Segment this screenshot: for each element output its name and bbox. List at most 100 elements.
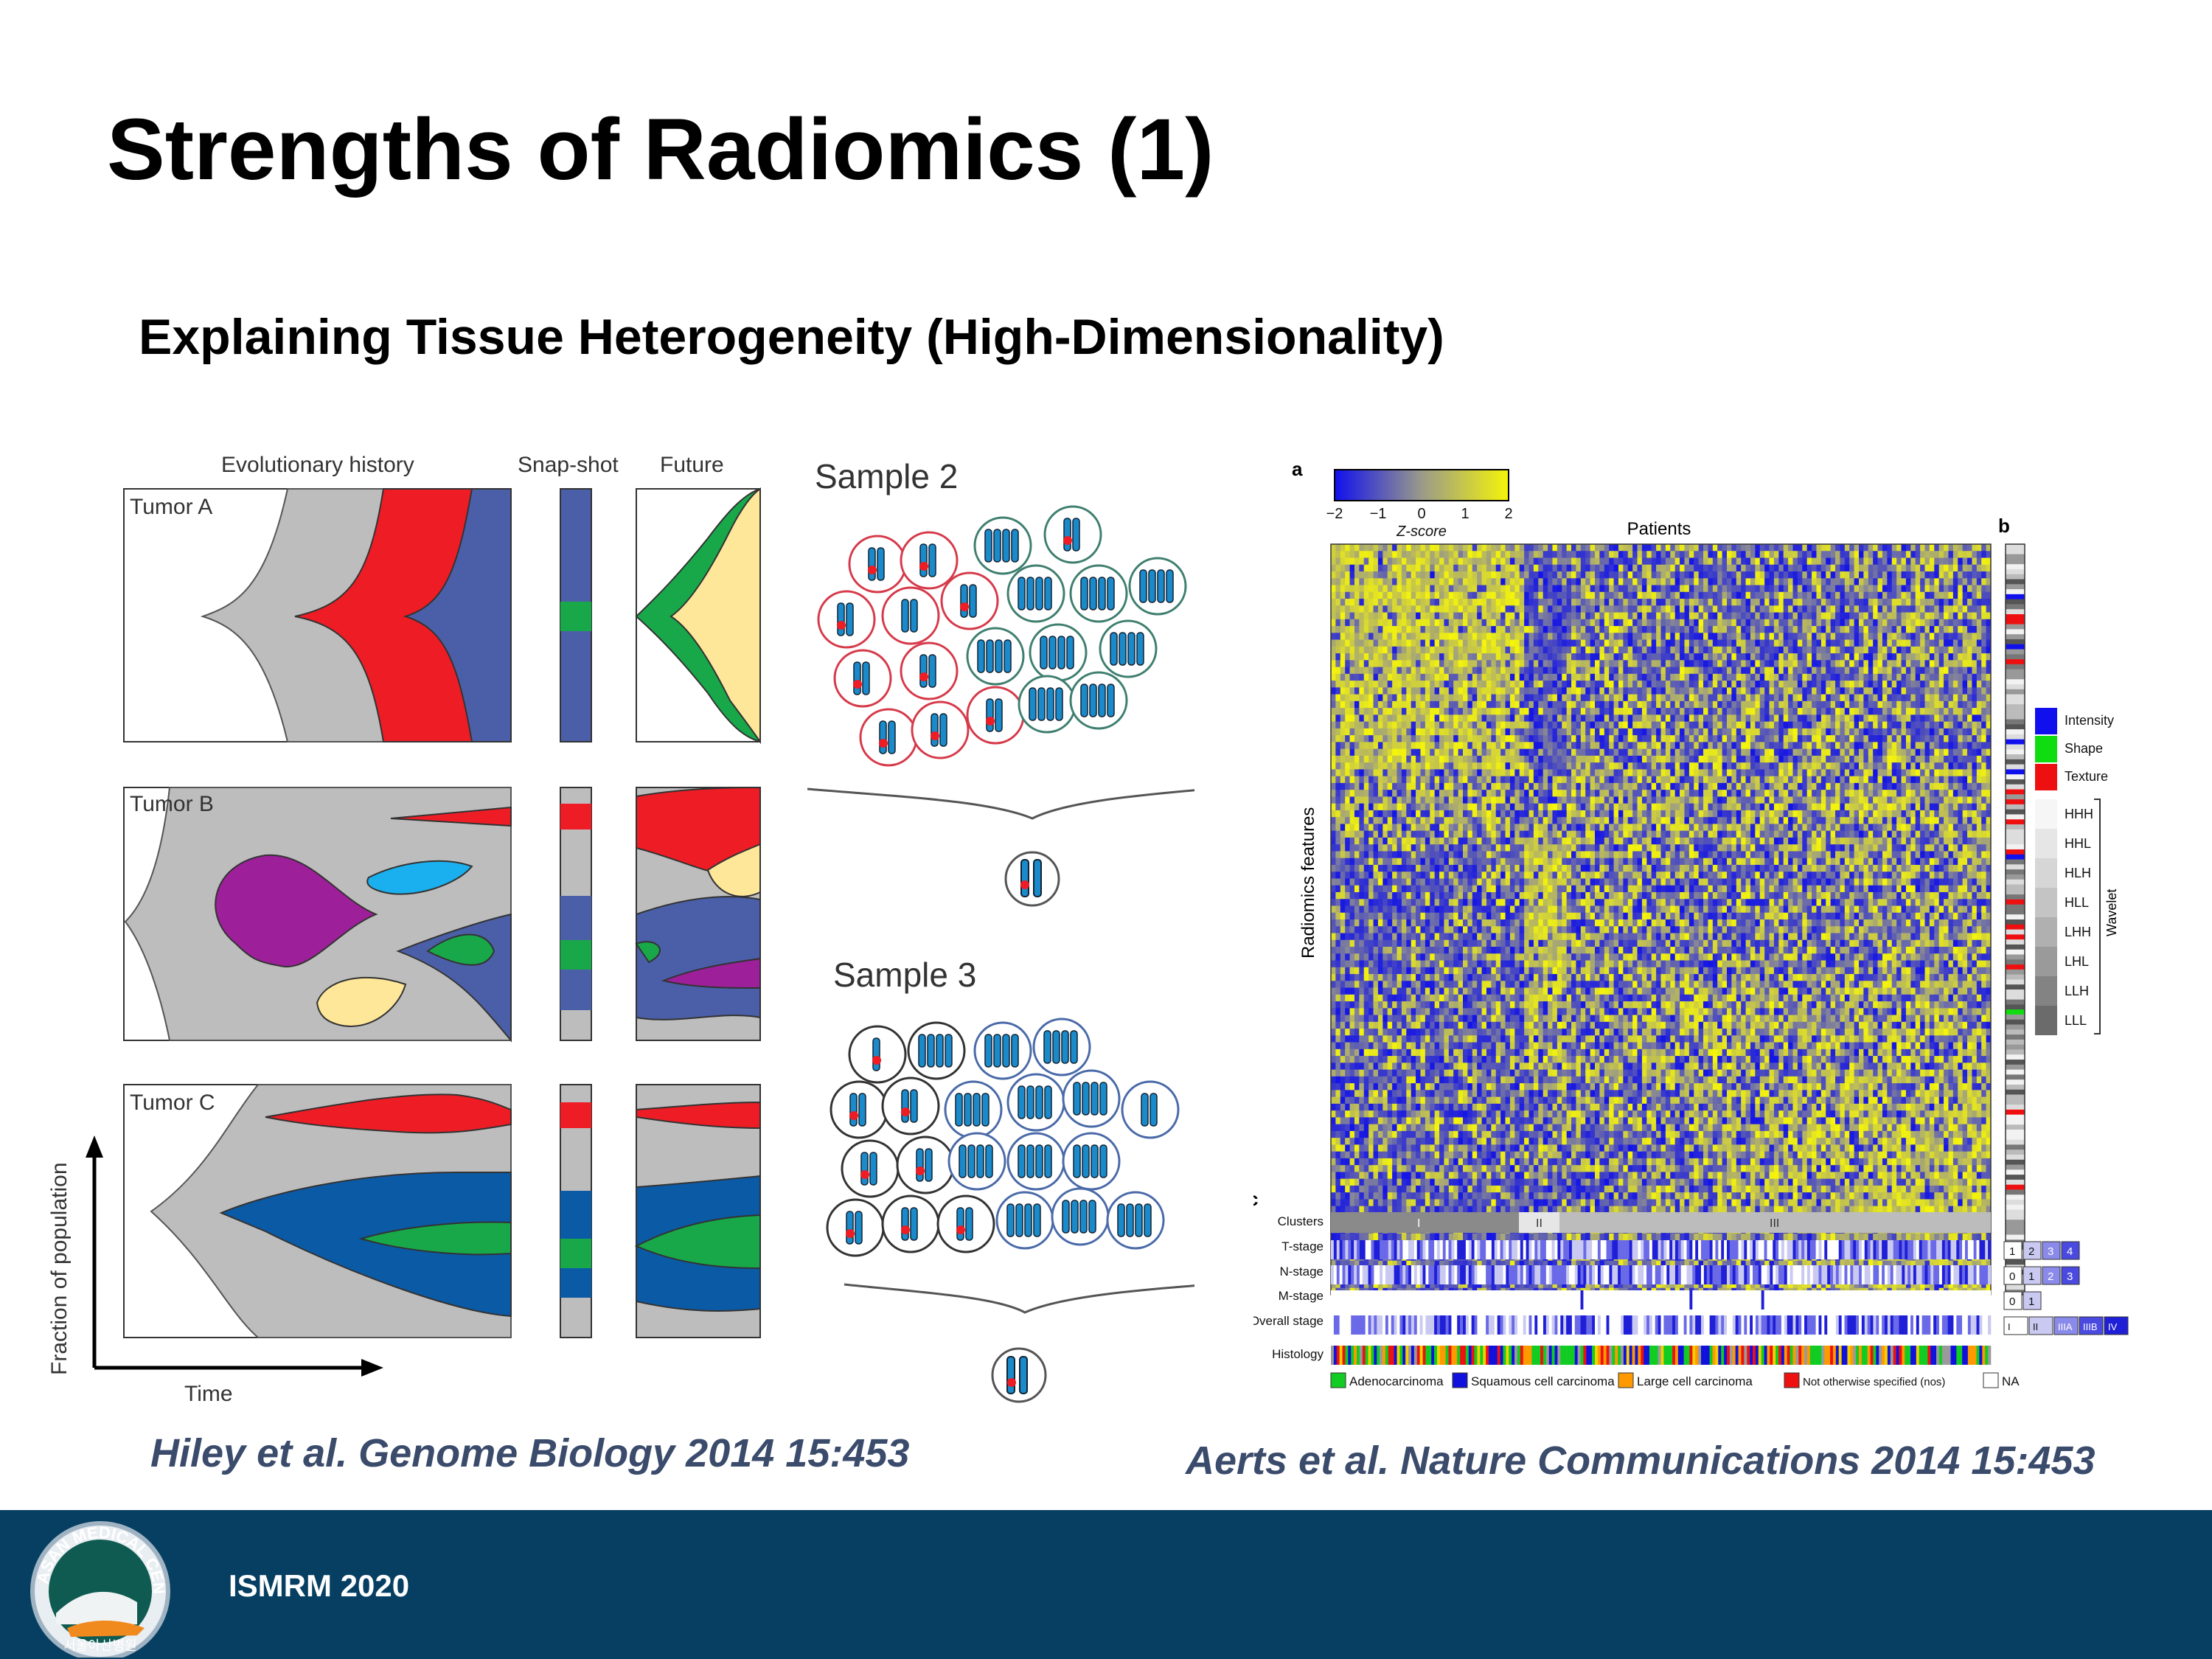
heatmap-cell bbox=[1463, 660, 1468, 667]
heatmap-cell bbox=[1430, 571, 1436, 579]
heatmap-cell bbox=[1425, 653, 1430, 661]
heatmap-cell bbox=[1915, 694, 1921, 702]
heatmap-cell bbox=[1773, 557, 1779, 566]
heatmap-cell bbox=[1491, 646, 1497, 654]
heatmap-cell bbox=[1680, 762, 1685, 770]
heatmap-cell bbox=[1674, 653, 1680, 661]
heatmap-cell bbox=[1509, 557, 1515, 566]
heatmap-cell bbox=[1755, 557, 1761, 566]
heatmap-cell bbox=[1844, 557, 1850, 566]
heatmap-cell bbox=[1613, 700, 1619, 709]
heatmap-cell bbox=[1670, 721, 1676, 729]
heatmap-cell bbox=[1533, 564, 1539, 572]
heatmap-cell bbox=[1392, 639, 1397, 647]
heatmap-cell bbox=[1406, 728, 1412, 736]
heatmap-cell bbox=[1548, 769, 1553, 777]
heatmap-cell bbox=[1882, 755, 1888, 763]
heatmap-cell bbox=[1430, 769, 1436, 777]
panel-a-label: a bbox=[1292, 458, 1303, 480]
heatmap-cell bbox=[1392, 735, 1397, 742]
heatmap-cell bbox=[1741, 776, 1746, 784]
heatmap-cell bbox=[1656, 619, 1661, 627]
heatmap-cell bbox=[1887, 660, 1893, 667]
heatmap-cell bbox=[1812, 714, 1817, 723]
heatmap-cell bbox=[1613, 769, 1619, 777]
heatmap-cell bbox=[1958, 762, 1964, 770]
heatmap-cell bbox=[1458, 564, 1464, 572]
heatmap-cell bbox=[1434, 694, 1440, 702]
heatmap-cell bbox=[1524, 557, 1529, 566]
heatmap-cell bbox=[1345, 653, 1350, 661]
heatmap-cell bbox=[1802, 578, 1808, 585]
heatmap-cell bbox=[1764, 646, 1770, 654]
heatmap-cell bbox=[1797, 660, 1803, 667]
heatmap-cell bbox=[1703, 755, 1708, 763]
heatmap-cell bbox=[1623, 748, 1629, 757]
heatmap-cell bbox=[1538, 687, 1544, 695]
heatmap-cell bbox=[1595, 612, 1600, 620]
heatmap-cell bbox=[1406, 762, 1412, 770]
heatmap-cell bbox=[1797, 667, 1803, 675]
heatmap-cell bbox=[1981, 619, 1986, 627]
heatmap-cell bbox=[1920, 742, 1925, 750]
heatmap-cell bbox=[1722, 544, 1728, 552]
heatmap-cell bbox=[1359, 557, 1365, 566]
heatmap-cell bbox=[1882, 619, 1888, 627]
heatmap-cell bbox=[1769, 714, 1775, 723]
heatmap-cell bbox=[1731, 769, 1737, 777]
heatmap-cell bbox=[1335, 755, 1341, 763]
heatmap-cell bbox=[1863, 762, 1869, 770]
heatmap-cell bbox=[1820, 626, 1826, 633]
heatmap-cell bbox=[1792, 557, 1798, 566]
heatmap-cell bbox=[1500, 639, 1506, 647]
cell bbox=[1032, 1018, 1091, 1077]
heatmap-cell bbox=[1952, 619, 1958, 627]
heatmap-cell bbox=[1755, 673, 1761, 681]
heatmap-cell bbox=[1651, 769, 1657, 777]
heatmap-cell bbox=[1354, 605, 1360, 613]
heatmap-cell bbox=[1354, 742, 1360, 750]
heatmap-cell bbox=[1505, 687, 1511, 695]
heatmap-cell bbox=[1472, 578, 1478, 585]
heatmap-cell bbox=[1736, 653, 1742, 661]
heatmap-cell bbox=[1708, 639, 1714, 647]
heatmap-cell bbox=[1826, 748, 1832, 757]
heatmap-cell bbox=[1533, 599, 1539, 606]
heatmap-cell bbox=[1609, 667, 1614, 675]
heatmap-cell bbox=[1934, 653, 1940, 661]
heatmap-cell bbox=[1896, 742, 1902, 750]
heatmap-cell bbox=[1745, 585, 1751, 593]
heatmap-cell bbox=[1684, 769, 1690, 777]
heatmap-cell bbox=[1656, 633, 1661, 640]
heatmap-cell bbox=[1416, 708, 1421, 715]
heatmap-cell bbox=[1651, 660, 1657, 667]
heatmap-cell bbox=[1495, 660, 1501, 667]
heatmap-cell bbox=[1972, 776, 1978, 784]
heatmap-cell bbox=[1651, 708, 1657, 715]
heatmap-cell bbox=[1467, 626, 1473, 633]
heatmap-cell bbox=[1788, 660, 1793, 667]
heatmap-cell bbox=[1826, 557, 1832, 566]
heatmap-cell bbox=[1430, 700, 1436, 709]
heatmap-cell bbox=[1778, 612, 1784, 620]
heatmap-cell bbox=[1840, 755, 1846, 763]
heatmap-cell bbox=[1613, 735, 1619, 742]
heatmap-cell bbox=[1944, 728, 1949, 736]
heatmap-cell bbox=[1425, 769, 1430, 777]
heatmap-cell bbox=[1778, 646, 1784, 654]
heatmap-cell bbox=[1604, 748, 1610, 757]
heatmap-cell bbox=[1425, 626, 1430, 633]
heatmap-cell bbox=[1538, 769, 1544, 777]
heatmap-cell bbox=[1806, 571, 1812, 579]
heatmap-cell bbox=[1920, 605, 1925, 613]
heatmap-cell bbox=[1552, 633, 1558, 640]
heatmap-cell bbox=[1830, 681, 1836, 688]
heatmap-cell bbox=[1802, 551, 1808, 558]
heatmap-cell bbox=[1430, 646, 1436, 654]
heatmap-cell bbox=[1674, 544, 1680, 552]
cell bbox=[817, 590, 876, 649]
heatmap-cell bbox=[1576, 557, 1582, 566]
heatmap-cell bbox=[1788, 742, 1793, 750]
heatmap-cell bbox=[1797, 605, 1803, 613]
heatmap-cell bbox=[1755, 681, 1761, 688]
